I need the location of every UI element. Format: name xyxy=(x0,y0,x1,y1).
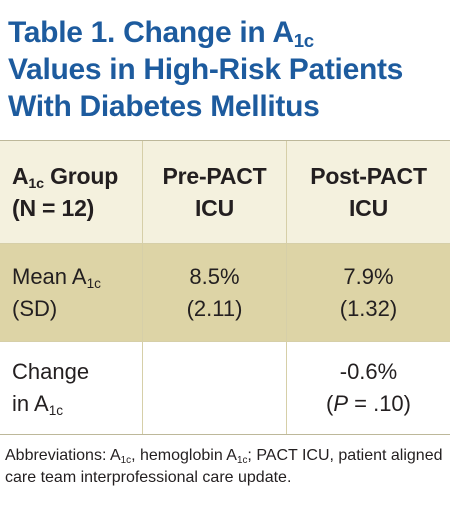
mean-pre-sd: (2.11) xyxy=(186,295,243,321)
change-post-value: -0.6% xyxy=(339,359,398,384)
table-title: Table 1. Change in A1c Values in High-Ri… xyxy=(8,14,448,125)
change-label-line-2: in A1c xyxy=(12,388,142,420)
title-line-2: Values in High-Risk Patients xyxy=(8,53,404,86)
mean-pre-cell: 8.5% (2.11) xyxy=(142,244,286,341)
change-label-line-1: Change xyxy=(12,359,90,384)
header-group-text-post: Group xyxy=(43,163,119,189)
table-row-change: Change in A1c -0.6% (P = .10) xyxy=(0,341,450,434)
mean-label-subscript: 1c xyxy=(86,275,101,291)
header-group-line-2: (N = 12) xyxy=(12,195,95,221)
header-group-subscript: 1c xyxy=(28,175,44,192)
table-footnote: Abbreviations: A1c, hemoglobin A1c; PACT… xyxy=(5,445,445,489)
mean-label-line-1: Mean A1c xyxy=(12,261,142,293)
change-post-cell: -0.6% (P = .10) xyxy=(286,342,450,434)
table-row-mean: Mean A1c (SD) 8.5% (2.11) 7.9% (1.32) xyxy=(0,243,450,341)
mean-post-sd: (1.32) xyxy=(339,295,398,321)
mean-post-cell: 7.9% (1.32) xyxy=(286,244,450,341)
change-post-p: (P = .10) xyxy=(287,388,450,420)
mean-post-value: 7.9% xyxy=(343,263,394,289)
p-open-paren: ( xyxy=(326,391,334,416)
title-line-1: Table 1. Change in A1c xyxy=(8,14,448,51)
p-value-text: = .10) xyxy=(348,391,411,416)
change-label-text: in A xyxy=(12,391,49,416)
mean-label-cell: Mean A1c (SD) xyxy=(0,244,142,341)
header-pre-line-2: ICU xyxy=(194,195,234,221)
change-label-subscript: 1c xyxy=(48,402,64,418)
change-label-cell: Change in A1c xyxy=(0,342,142,434)
title-line-1-text: Table 1. Change in A xyxy=(8,16,294,49)
header-post-line-2: ICU xyxy=(348,195,388,221)
footnote-text-1: Abbreviations: A xyxy=(5,447,121,464)
header-cell-pre: Pre-PACT ICU xyxy=(142,141,286,243)
footnote-text-3: ; PACT ICU, patient aligned care team in… xyxy=(5,447,443,486)
footnote-subscript-2: 1c xyxy=(236,454,248,466)
change-pre-cell xyxy=(142,342,286,434)
mean-label-text: Mean A xyxy=(12,263,87,289)
header-post-line-1: Post-PACT xyxy=(310,163,427,189)
header-cell-group: A1c Group (N = 12) xyxy=(0,141,142,243)
header-group-text: A xyxy=(12,163,29,189)
footnote-text-2: , hemoglobin A xyxy=(131,447,237,464)
header-group-line-1: A1c Group xyxy=(12,160,142,192)
mean-label-line-2: (SD) xyxy=(12,295,58,321)
footnote-subscript-1: 1c xyxy=(120,454,132,466)
header-pre-line-1: Pre-PACT xyxy=(162,163,267,189)
data-table: A1c Group (N = 12) Pre-PACT ICU Post-PAC… xyxy=(0,140,450,435)
table-header-row: A1c Group (N = 12) Pre-PACT ICU Post-PAC… xyxy=(0,141,450,243)
mean-pre-value: 8.5% xyxy=(189,263,240,289)
p-italic: P xyxy=(333,391,349,416)
header-cell-post: Post-PACT ICU xyxy=(286,141,450,243)
title-subscript: 1c xyxy=(293,30,314,52)
title-line-3: With Diabetes Mellitus xyxy=(8,90,320,123)
